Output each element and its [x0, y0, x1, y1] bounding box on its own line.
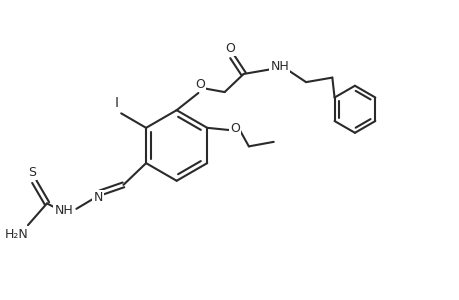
Text: O: O [224, 42, 235, 55]
Text: H₂N: H₂N [5, 228, 28, 241]
Text: S: S [28, 166, 36, 179]
Text: O: O [230, 122, 240, 135]
Text: N: N [93, 191, 102, 204]
Text: NH: NH [270, 60, 289, 73]
Text: O: O [195, 78, 205, 91]
Text: NH: NH [54, 204, 73, 217]
Text: I: I [114, 96, 118, 110]
